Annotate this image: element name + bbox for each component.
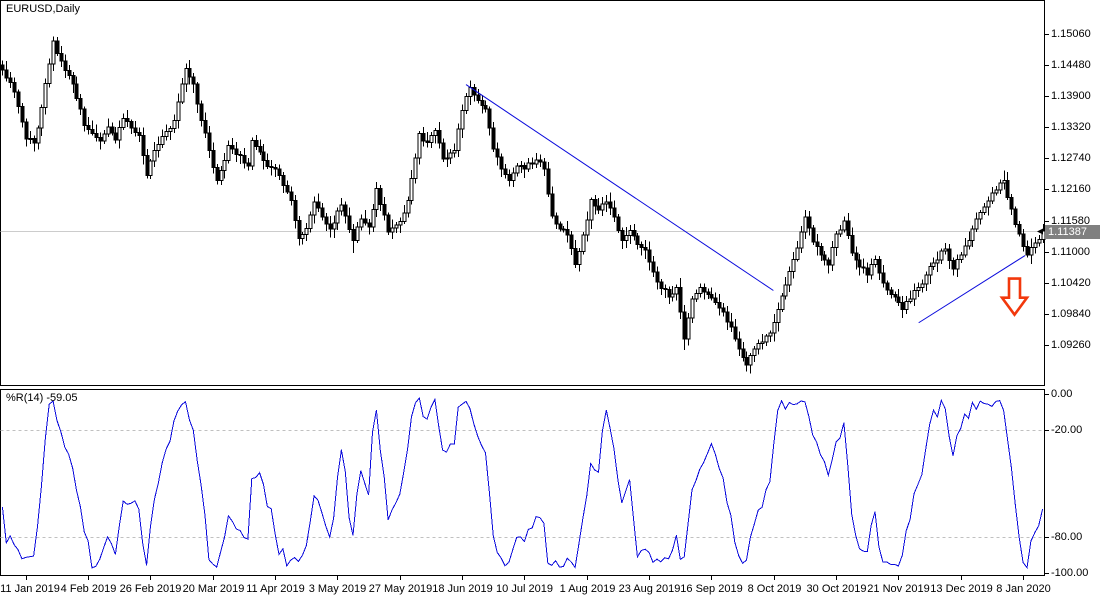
time-axis[interactable] [0,576,1100,600]
ascending-trendline[interactable] [918,255,1026,324]
descending-trendline[interactable] [465,84,774,291]
price-axis[interactable] [1045,0,1100,575]
indicator-pane-border [0,389,1045,576]
main-pane-border [0,0,1045,386]
indicator-pane[interactable] [0,389,1044,575]
candles-layer [0,36,1046,374]
price-pointer-icon [1037,228,1043,235]
sell-signal-arrow[interactable] [999,277,1030,317]
main-chart-pane[interactable] [0,0,1044,385]
williams-percent-r-line[interactable] [1,396,1044,569]
